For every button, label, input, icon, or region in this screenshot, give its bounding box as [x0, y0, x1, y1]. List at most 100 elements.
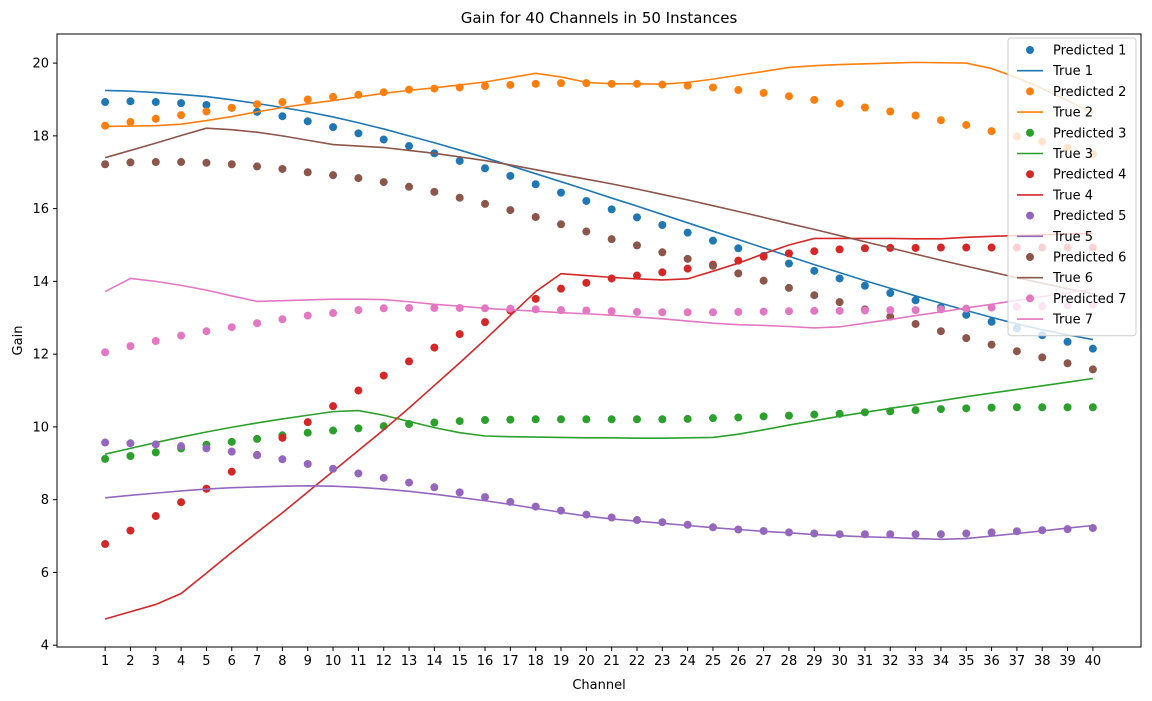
data-point — [506, 80, 515, 89]
data-point — [784, 411, 793, 420]
data-point — [987, 317, 996, 326]
data-point — [784, 92, 793, 101]
series-line — [105, 89, 1094, 341]
data-point — [202, 107, 211, 116]
data-point — [126, 452, 135, 461]
legend-label: True 1 — [1052, 64, 1093, 79]
data-point — [455, 193, 464, 202]
data-point — [101, 98, 110, 107]
x-tick-label: 38 — [1034, 654, 1051, 669]
x-tick-label: 18 — [527, 654, 544, 669]
data-point — [911, 530, 920, 539]
data-point — [430, 343, 439, 352]
data-point — [202, 444, 211, 453]
data-point — [708, 414, 717, 423]
x-tick-label: 33 — [907, 654, 924, 669]
data-point — [658, 518, 667, 527]
data-point — [1088, 403, 1097, 412]
data-point — [253, 451, 262, 460]
data-point — [683, 81, 692, 90]
data-point — [1012, 403, 1021, 412]
data-point — [405, 303, 414, 312]
data-point — [582, 227, 591, 236]
data-point — [557, 415, 566, 424]
data-point — [227, 467, 236, 476]
data-point — [354, 469, 363, 478]
data-point — [278, 98, 287, 107]
data-point — [987, 243, 996, 252]
data-point — [708, 261, 717, 270]
data-point — [354, 306, 363, 315]
x-tick-label: 40 — [1085, 654, 1102, 669]
data-point — [303, 418, 312, 427]
legend-label: True 5 — [1052, 230, 1093, 245]
legend-point-marker — [1026, 294, 1034, 303]
data-point — [202, 158, 211, 167]
series-line — [105, 61, 1094, 128]
data-point — [582, 196, 591, 205]
data-point — [632, 307, 641, 316]
legend-item: Predicted 7 — [1026, 292, 1126, 307]
data-point — [658, 415, 667, 424]
data-point — [860, 103, 869, 112]
data-point — [430, 483, 439, 492]
data-point — [962, 529, 971, 538]
data-point — [734, 413, 743, 422]
data-point — [810, 291, 819, 300]
x-tick-label: 35 — [958, 654, 975, 669]
data-point — [177, 498, 186, 507]
legend-point-marker — [1026, 128, 1034, 137]
y-tick-label: 8 — [41, 493, 49, 508]
data-point — [1063, 337, 1072, 346]
x-tick-label: 29 — [806, 654, 823, 669]
data-point — [987, 403, 996, 412]
series-13 — [101, 300, 1097, 357]
data-point — [303, 460, 312, 469]
x-tick-label: 15 — [451, 654, 468, 669]
data-point — [177, 111, 186, 120]
data-point — [734, 244, 743, 253]
series-line — [104, 377, 1093, 455]
legend-label: Predicted 4 — [1053, 168, 1126, 183]
data-point — [481, 199, 490, 208]
data-point — [379, 473, 388, 482]
data-point — [557, 220, 566, 229]
data-point — [1088, 344, 1097, 353]
x-tick-label: 4 — [177, 654, 185, 669]
data-point — [886, 306, 895, 315]
legend-point-marker — [1026, 46, 1034, 54]
x-tick-label: 27 — [755, 654, 772, 669]
data-point — [784, 307, 793, 316]
data-point — [455, 156, 464, 165]
data-point — [759, 307, 768, 316]
series-11 — [101, 158, 1097, 374]
x-tick-label: 25 — [705, 654, 722, 669]
data-point — [734, 307, 743, 316]
data-point — [784, 259, 793, 268]
y-tick-label: 18 — [32, 129, 49, 144]
data-point — [683, 414, 692, 423]
data-point — [278, 112, 287, 121]
series-12 — [104, 127, 1094, 295]
y-tick-label: 12 — [32, 348, 49, 363]
data-point — [987, 528, 996, 537]
data-point — [683, 308, 692, 317]
data-point — [911, 111, 920, 120]
legend-item: True 2 — [1017, 106, 1093, 121]
data-point — [734, 86, 743, 95]
y-tick-label: 16 — [32, 202, 49, 217]
x-tick-label: 31 — [857, 654, 874, 669]
data-point — [481, 164, 490, 173]
y-tick-label: 4 — [41, 639, 49, 654]
data-point — [126, 342, 135, 351]
data-point — [658, 248, 667, 257]
legend-label: True 7 — [1052, 313, 1093, 328]
data-point — [455, 488, 464, 497]
series-10 — [105, 485, 1093, 541]
data-point — [253, 434, 262, 443]
data-point — [962, 120, 971, 129]
data-point — [1063, 403, 1072, 412]
data-point — [1012, 347, 1021, 356]
data-point — [582, 415, 591, 424]
